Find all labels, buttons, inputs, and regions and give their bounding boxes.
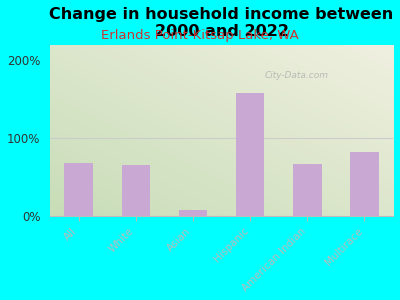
Text: City-Data.com: City-Data.com: [265, 71, 329, 80]
Text: Erlands Point-Kitsap Lake, WA: Erlands Point-Kitsap Lake, WA: [101, 29, 299, 42]
Bar: [122, 165, 150, 216]
Bar: [350, 152, 379, 216]
Bar: [64, 163, 93, 216]
Title: Change in household income between
2000 and 2022: Change in household income between 2000 …: [50, 7, 394, 39]
Bar: [293, 164, 322, 216]
Bar: [236, 93, 264, 216]
Bar: [179, 210, 207, 216]
